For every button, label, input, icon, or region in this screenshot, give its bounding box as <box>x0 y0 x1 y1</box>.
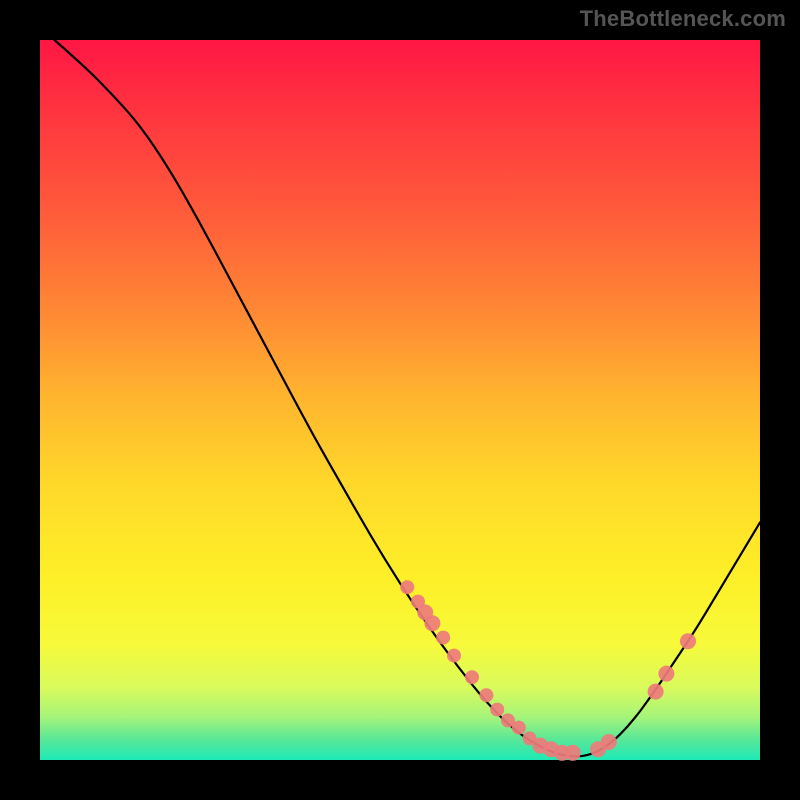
bottleneck-chart <box>0 0 800 800</box>
scatter-point <box>400 580 414 594</box>
scatter-point <box>436 631 450 645</box>
chart-container: TheBottleneck.com <box>0 0 800 800</box>
scatter-point <box>447 649 461 663</box>
plot-background <box>40 40 760 760</box>
scatter-point <box>465 670 479 684</box>
scatter-point <box>601 734 617 750</box>
scatter-point <box>658 666 674 682</box>
scatter-point <box>424 615 440 631</box>
scatter-point <box>479 688 493 702</box>
scatter-point <box>512 721 526 735</box>
scatter-point <box>648 684 664 700</box>
scatter-point <box>680 633 696 649</box>
scatter-point <box>565 745 581 761</box>
scatter-point <box>490 703 504 717</box>
